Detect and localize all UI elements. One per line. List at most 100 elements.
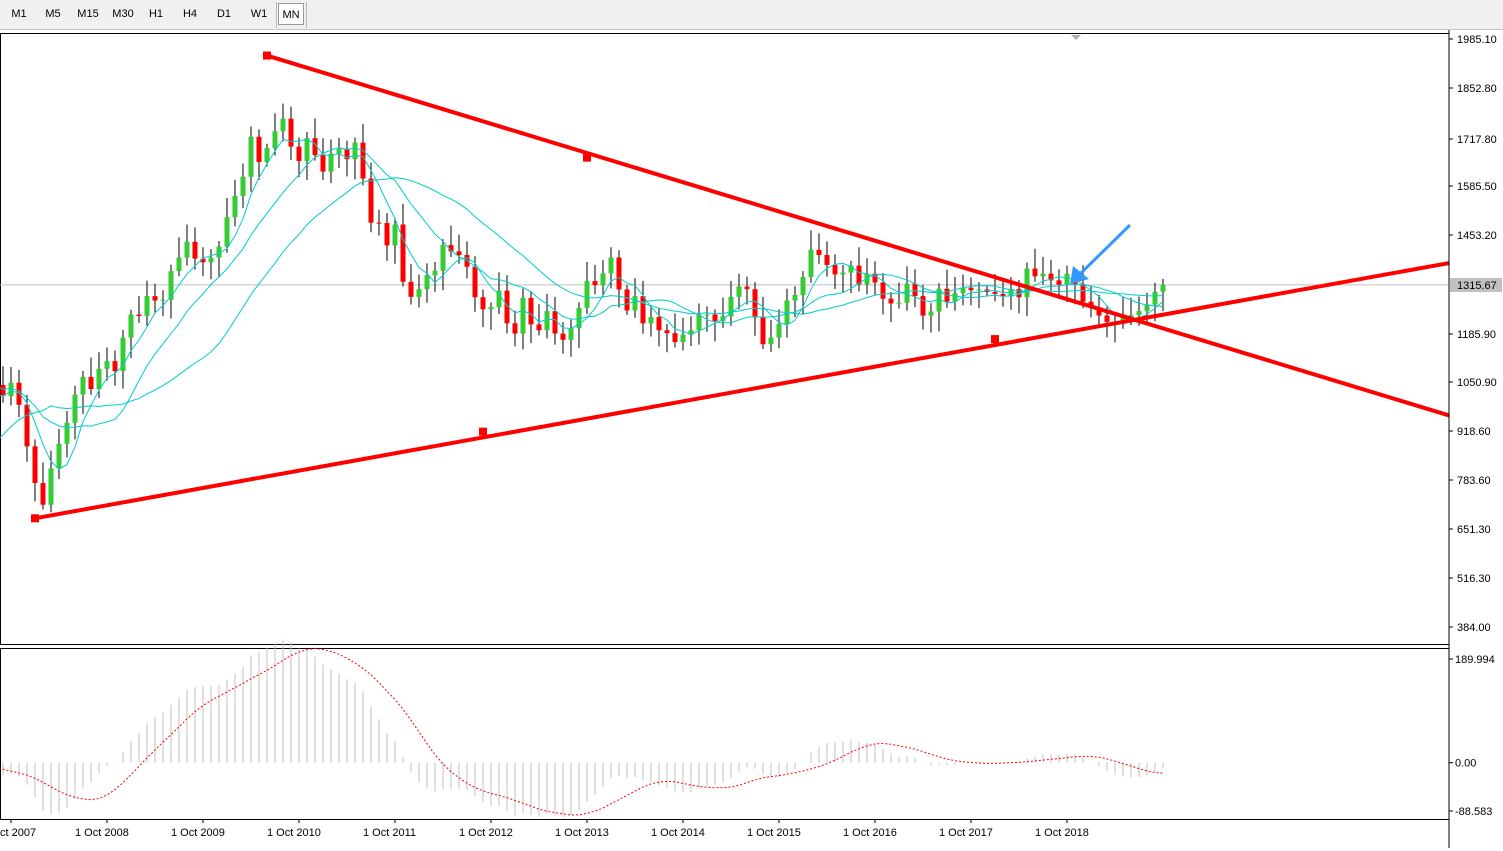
chart-window[interactable]: 1985.10 1852.80 1717.80 1585.50 1453.20 1315.… — [0, 30, 1503, 848]
candle[interactable] — [552, 296, 558, 345]
candle[interactable] — [160, 290, 166, 317]
candle[interactable] — [664, 324, 670, 353]
candle[interactable] — [832, 254, 838, 290]
candle[interactable] — [696, 303, 702, 345]
candle[interactable] — [432, 261, 438, 292]
candle[interactable] — [816, 233, 822, 264]
candle[interactable] — [304, 131, 310, 181]
candle[interactable] — [1160, 278, 1166, 312]
trendline-anchor-handle[interactable] — [263, 51, 271, 60]
annotation-arrow-shaft[interactable] — [1078, 223, 1132, 276]
candle[interactable] — [1056, 269, 1062, 300]
candle[interactable] — [808, 230, 814, 283]
candle[interactable] — [8, 366, 14, 406]
candle[interactable] — [584, 261, 590, 315]
candle[interactable] — [616, 250, 622, 308]
candle[interactable] — [1032, 248, 1038, 282]
candle[interactable] — [64, 411, 70, 458]
candle[interactable] — [888, 292, 894, 323]
candle[interactable] — [240, 163, 246, 208]
candle[interactable] — [560, 322, 566, 354]
candle[interactable] — [256, 129, 262, 181]
candle[interactable] — [376, 209, 382, 236]
candle[interactable] — [56, 429, 62, 479]
candle[interactable] — [424, 263, 430, 303]
candle[interactable] — [544, 293, 550, 339]
timeframe-button-mn[interactable]: MN — [278, 3, 304, 25]
candle[interactable] — [176, 237, 182, 277]
candle[interactable] — [280, 103, 286, 142]
timeframe-button-m1[interactable]: M1 — [11, 8, 27, 20]
candle[interactable] — [976, 282, 982, 309]
candle[interactable] — [104, 347, 110, 381]
candle[interactable] — [208, 249, 214, 280]
trendline-anchor-handle[interactable] — [479, 427, 487, 436]
trendline-anchor-handle[interactable] — [991, 335, 999, 344]
price-pane[interactable] — [0, 33, 1450, 645]
candle[interactable] — [360, 123, 366, 186]
trendline-anchor-handle[interactable] — [583, 153, 591, 162]
candle[interactable] — [408, 264, 414, 305]
candle[interactable] — [288, 106, 294, 160]
timeframe-button-m5[interactable]: M5 — [45, 8, 61, 20]
candle[interactable] — [952, 277, 958, 311]
candle[interactable] — [728, 281, 734, 326]
candle[interactable] — [840, 264, 846, 293]
candle[interactable] — [312, 118, 318, 161]
candle[interactable] — [152, 283, 158, 314]
candle[interactable] — [920, 284, 926, 330]
candle[interactable] — [1112, 314, 1118, 343]
candle[interactable] — [960, 274, 966, 306]
candle[interactable] — [568, 319, 574, 357]
candle[interactable] — [216, 241, 222, 278]
candle[interactable] — [192, 227, 198, 270]
candle[interactable] — [344, 140, 350, 177]
candle[interactable] — [0, 366, 6, 403]
candle[interactable] — [440, 239, 446, 291]
candle[interactable] — [488, 302, 494, 330]
candle[interactable] — [32, 439, 38, 502]
candle[interactable] — [576, 302, 582, 348]
trendline-resistance[interactable] — [266, 53, 1450, 418]
candle[interactable] — [72, 385, 78, 440]
candle[interactable] — [416, 274, 422, 308]
candle[interactable] — [472, 256, 478, 312]
candle[interactable] — [248, 126, 254, 192]
candle[interactable] — [400, 203, 406, 287]
candle[interactable] — [512, 310, 518, 347]
candle[interactable] — [656, 307, 662, 347]
candle[interactable] — [1096, 295, 1102, 329]
candle[interactable] — [264, 143, 270, 167]
candle[interactable] — [752, 282, 758, 336]
candle[interactable] — [136, 296, 142, 323]
candle[interactable] — [168, 264, 174, 319]
candle[interactable] — [712, 309, 718, 342]
candle[interactable] — [272, 113, 278, 156]
candle[interactable] — [672, 313, 678, 348]
candle[interactable] — [112, 350, 118, 386]
candle[interactable] — [824, 241, 830, 277]
candle[interactable] — [24, 394, 30, 462]
candle[interactable] — [520, 288, 526, 350]
candle[interactable] — [232, 179, 238, 227]
candle[interactable] — [680, 317, 686, 351]
candle[interactable] — [368, 162, 374, 233]
candle[interactable] — [744, 276, 750, 305]
candle[interactable] — [864, 258, 870, 295]
timeframe-button-h4[interactable]: H4 — [182, 8, 198, 20]
candle[interactable] — [896, 282, 902, 309]
candle[interactable] — [184, 224, 190, 266]
candle[interactable] — [48, 450, 54, 513]
candle[interactable] — [936, 283, 942, 332]
candle[interactable] — [1040, 256, 1046, 285]
candle[interactable] — [392, 217, 398, 264]
candle[interactable] — [144, 280, 150, 326]
candle[interactable] — [640, 281, 646, 334]
candle[interactable] — [328, 139, 334, 183]
timeframe-button-h1[interactable]: H1 — [148, 8, 164, 20]
candle[interactable] — [928, 303, 934, 333]
candle[interactable] — [384, 213, 390, 261]
timeframe-button-m15[interactable]: M15 — [77, 8, 99, 20]
timeframe-button-w1[interactable]: W1 — [250, 8, 268, 20]
candle[interactable] — [88, 357, 94, 395]
